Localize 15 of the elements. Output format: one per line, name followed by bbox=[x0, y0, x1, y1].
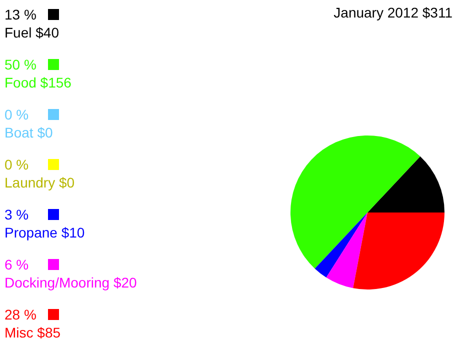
legend-label: Propane $10 bbox=[4, 224, 85, 240]
text: 0 % bbox=[4, 106, 29, 122]
data-label: 3 % bbox=[4, 206, 29, 222]
legend-label: Food $156 bbox=[4, 74, 72, 90]
chart-title: January 2012 $311 bbox=[334, 4, 453, 20]
legend-label: Docking/Mooring $20 bbox=[4, 274, 138, 290]
text: 0 % bbox=[4, 156, 29, 172]
legend-label: Laundry $0 bbox=[4, 174, 75, 190]
data-label: 6 % bbox=[4, 256, 29, 272]
legend-label: Fuel $40 bbox=[4, 24, 60, 40]
data-label: 50 % bbox=[4, 56, 36, 72]
legend-label: Boat $0 bbox=[4, 124, 53, 140]
data-label: 13 % bbox=[4, 6, 36, 22]
legend-label: Misc $85 bbox=[4, 324, 61, 340]
data-label: 28 % bbox=[4, 306, 36, 322]
